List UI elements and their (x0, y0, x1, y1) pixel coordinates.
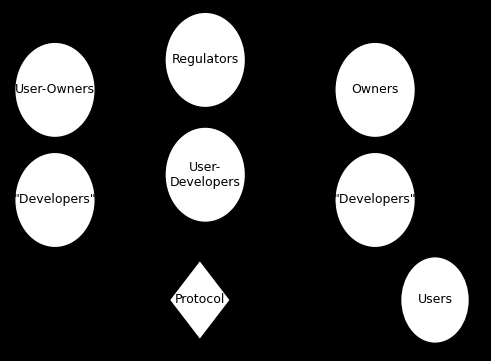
Text: User-
Developers: User- Developers (170, 161, 241, 189)
Text: User-Owners: User-Owners (15, 83, 95, 96)
Text: Owners: Owners (352, 83, 399, 96)
Ellipse shape (165, 127, 246, 222)
Ellipse shape (401, 257, 469, 343)
Ellipse shape (15, 152, 95, 248)
Ellipse shape (165, 12, 246, 108)
Text: Users: Users (417, 293, 453, 306)
Ellipse shape (335, 152, 415, 248)
Ellipse shape (15, 42, 95, 138)
Text: Regulators: Regulators (172, 53, 239, 66)
Ellipse shape (335, 42, 415, 138)
Text: "Developers": "Developers" (14, 193, 96, 206)
Text: "Developers": "Developers" (334, 193, 416, 206)
Text: Protocol: Protocol (175, 293, 225, 306)
Polygon shape (169, 260, 230, 340)
